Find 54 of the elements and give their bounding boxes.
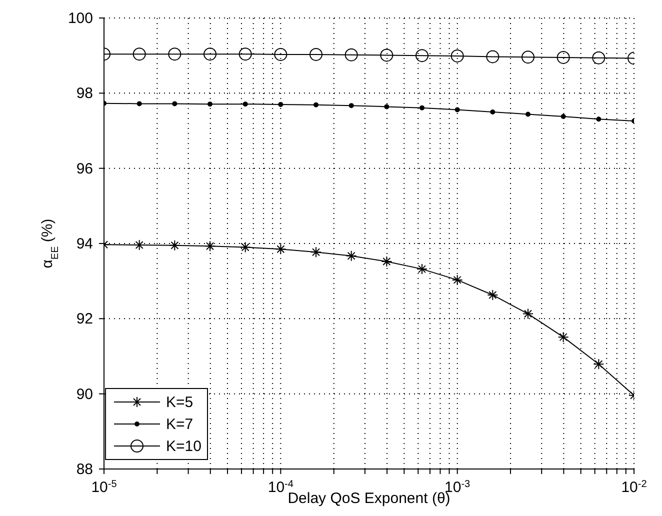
point [454, 107, 460, 112]
point [560, 114, 566, 119]
point [420, 105, 425, 110]
point [134, 240, 145, 251]
point [522, 308, 534, 320]
point [172, 101, 178, 106]
x-tick-label: 10$^{-5}$ [91, 478, 118, 496]
point [592, 51, 606, 64]
point [310, 48, 323, 61]
point [558, 332, 569, 343]
x-tick-label: 10$^{-2}$ [621, 478, 648, 496]
point [556, 50, 570, 64]
point [169, 240, 180, 251]
point [274, 48, 288, 61]
point [132, 48, 146, 61]
legend-label: K=5 [166, 394, 194, 410]
point [344, 48, 358, 62]
point [381, 256, 392, 268]
point [380, 48, 394, 62]
point [278, 102, 284, 107]
point [204, 240, 216, 252]
point [208, 102, 212, 107]
point [136, 101, 142, 106]
y-tick-label: 94 [76, 236, 93, 252]
point [314, 102, 319, 108]
point [593, 358, 604, 370]
point [384, 104, 390, 110]
point [240, 242, 251, 253]
point [242, 102, 248, 107]
y-tick-label: 98 [76, 85, 93, 102]
y-tick-label: 92 [76, 310, 93, 328]
point [310, 246, 322, 258]
point [204, 48, 216, 61]
y-tick-label: 100 [68, 10, 93, 27]
point [416, 49, 429, 62]
point [596, 116, 602, 122]
point [486, 50, 500, 64]
point [168, 48, 182, 61]
point [450, 49, 464, 62]
legend-label: K=10 [166, 438, 202, 454]
point [275, 244, 286, 255]
point [238, 48, 252, 61]
point [346, 250, 357, 262]
y-tick-label: 88 [76, 461, 93, 478]
point [452, 274, 463, 286]
point [526, 112, 531, 117]
point [490, 109, 496, 114]
y-tick-label: 96 [76, 160, 93, 178]
legend-label: K=7 [166, 416, 194, 432]
point [416, 264, 428, 275]
point [487, 289, 498, 300]
point [348, 103, 354, 108]
y-tick-label: 90 [76, 386, 93, 403]
point [522, 50, 535, 64]
